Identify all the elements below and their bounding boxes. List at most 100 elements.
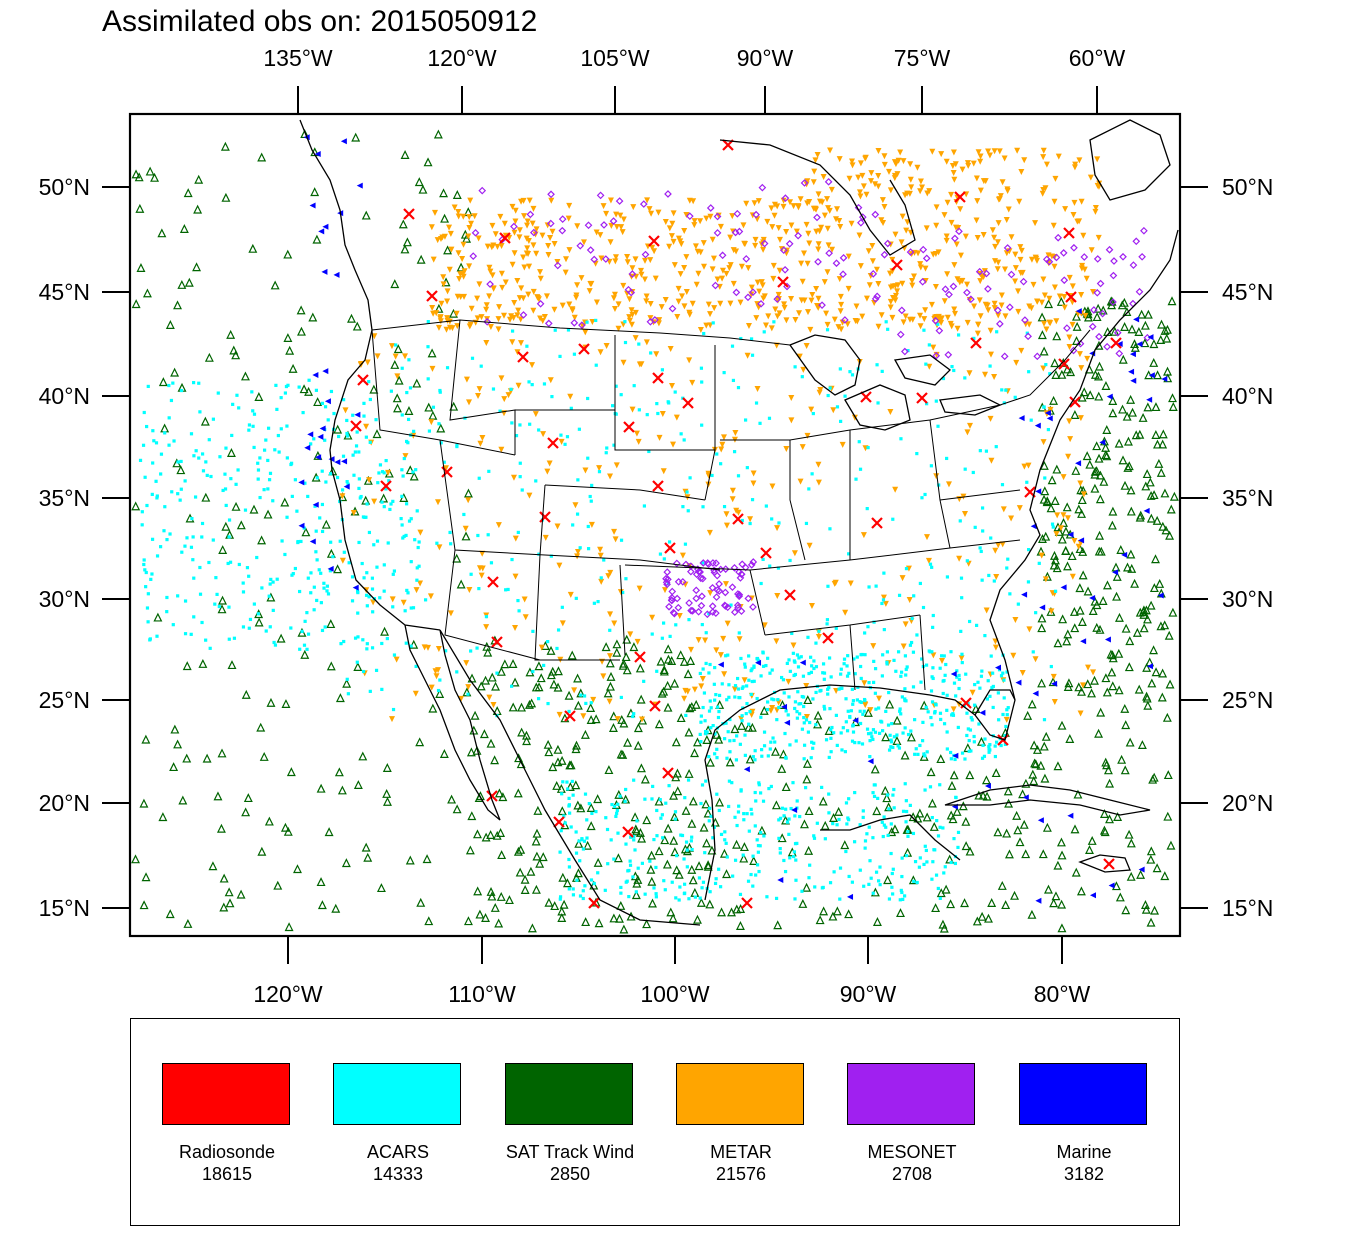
acars-marker — [867, 882, 871, 886]
metar-marker — [440, 274, 447, 281]
acars-marker — [546, 640, 550, 644]
acars-marker — [324, 480, 328, 484]
mesonet-marker — [678, 577, 687, 586]
mesonet-marker — [553, 261, 562, 270]
mesonet-marker — [730, 563, 739, 572]
acars-marker — [290, 573, 294, 577]
metar-marker — [917, 188, 924, 195]
metar-marker — [1071, 199, 1078, 206]
mesonet-marker — [510, 222, 518, 231]
acars-marker — [849, 709, 853, 713]
sat-track-wind-marker — [1160, 488, 1170, 498]
sat-track-wind-marker — [1046, 503, 1056, 513]
acars-marker — [871, 836, 875, 840]
acars-marker — [994, 445, 998, 449]
marine-marker — [743, 766, 750, 773]
metar-marker — [466, 263, 473, 270]
acars-marker — [963, 757, 967, 761]
mesonet-marker — [668, 304, 677, 313]
acars-marker — [245, 566, 250, 570]
acars-marker — [250, 390, 254, 394]
metar-marker — [936, 317, 943, 324]
acars-marker — [870, 735, 874, 739]
acars-marker — [762, 730, 767, 734]
metar-marker — [848, 158, 855, 165]
sat-track-wind-marker — [691, 699, 701, 709]
sat-track-wind-marker — [418, 184, 428, 194]
sat-track-wind-marker — [1123, 436, 1133, 446]
sat-track-wind-marker — [1153, 370, 1163, 380]
sat-track-wind-marker — [1039, 460, 1049, 470]
acars-marker — [708, 662, 712, 667]
acars-marker — [936, 834, 941, 838]
legend-count: 2850 — [549, 1164, 591, 1184]
acars-marker — [979, 674, 984, 678]
sat-track-wind-marker — [1010, 890, 1020, 900]
acars-marker — [949, 757, 953, 761]
acars-marker — [807, 876, 811, 880]
legend: Radiosonde 18615 ACARS 14333 SAT Track W… — [130, 1018, 1180, 1226]
sat-track-wind-marker — [513, 846, 523, 856]
metar-marker — [515, 382, 522, 389]
metar-marker — [673, 414, 680, 421]
sat-track-wind-marker — [382, 788, 392, 798]
sat-track-wind-marker — [922, 812, 932, 822]
metar-marker — [952, 161, 959, 168]
acars-marker — [326, 418, 330, 422]
acars-marker — [847, 552, 851, 556]
acars-marker — [822, 671, 827, 675]
acars-marker — [365, 647, 369, 651]
sat-track-wind-marker — [1041, 531, 1051, 541]
metar-marker — [732, 429, 739, 436]
acars-marker — [378, 463, 383, 467]
metar-marker — [629, 265, 636, 272]
acars-marker — [904, 799, 908, 803]
acars-marker — [148, 637, 152, 641]
metar-marker — [738, 263, 745, 270]
acars-marker — [614, 814, 618, 818]
sat-track-wind-marker — [299, 384, 309, 394]
sat-track-wind-marker — [504, 895, 514, 905]
sat-track-wind-marker — [1117, 754, 1127, 764]
sat-track-wind-marker — [606, 681, 615, 691]
sat-track-wind-marker — [1095, 494, 1105, 504]
metar-marker — [928, 301, 935, 308]
acars-marker — [309, 442, 313, 446]
acars-marker — [830, 725, 834, 730]
acars-marker — [534, 479, 538, 483]
top-lon-label: 90°W — [737, 45, 794, 71]
sat-track-wind-marker — [1049, 898, 1059, 908]
acars-marker — [745, 466, 749, 470]
acars-marker — [899, 437, 903, 441]
metar-marker — [634, 638, 641, 645]
metar-marker — [809, 291, 816, 298]
acars-marker — [927, 343, 931, 347]
acars-marker — [844, 801, 849, 805]
metar-marker — [629, 406, 636, 413]
acars-marker — [850, 373, 855, 377]
metar-marker — [995, 259, 1002, 266]
marine-marker — [1060, 584, 1067, 591]
acars-marker — [922, 752, 926, 756]
acars-marker — [605, 827, 610, 832]
acars-marker — [305, 647, 309, 651]
acars-marker — [939, 717, 943, 722]
acars-marker — [589, 701, 593, 705]
metar-marker — [1062, 206, 1069, 213]
mesonet-marker — [712, 593, 721, 601]
acars-marker — [176, 594, 180, 598]
metar-marker — [1050, 673, 1057, 680]
sat-track-wind-marker — [818, 796, 828, 806]
metar-marker — [835, 324, 842, 331]
mesonet-marker — [873, 292, 882, 301]
acars-marker — [912, 879, 916, 884]
metar-marker — [551, 241, 558, 248]
sat-track-wind-marker — [1111, 881, 1121, 891]
acars-marker — [314, 388, 319, 392]
acars-marker — [154, 441, 159, 445]
acars-marker — [938, 783, 942, 787]
metar-marker — [839, 319, 846, 326]
metar-marker — [765, 313, 772, 320]
radiosonde-marker — [380, 480, 392, 492]
sat-track-wind-marker — [184, 277, 194, 287]
